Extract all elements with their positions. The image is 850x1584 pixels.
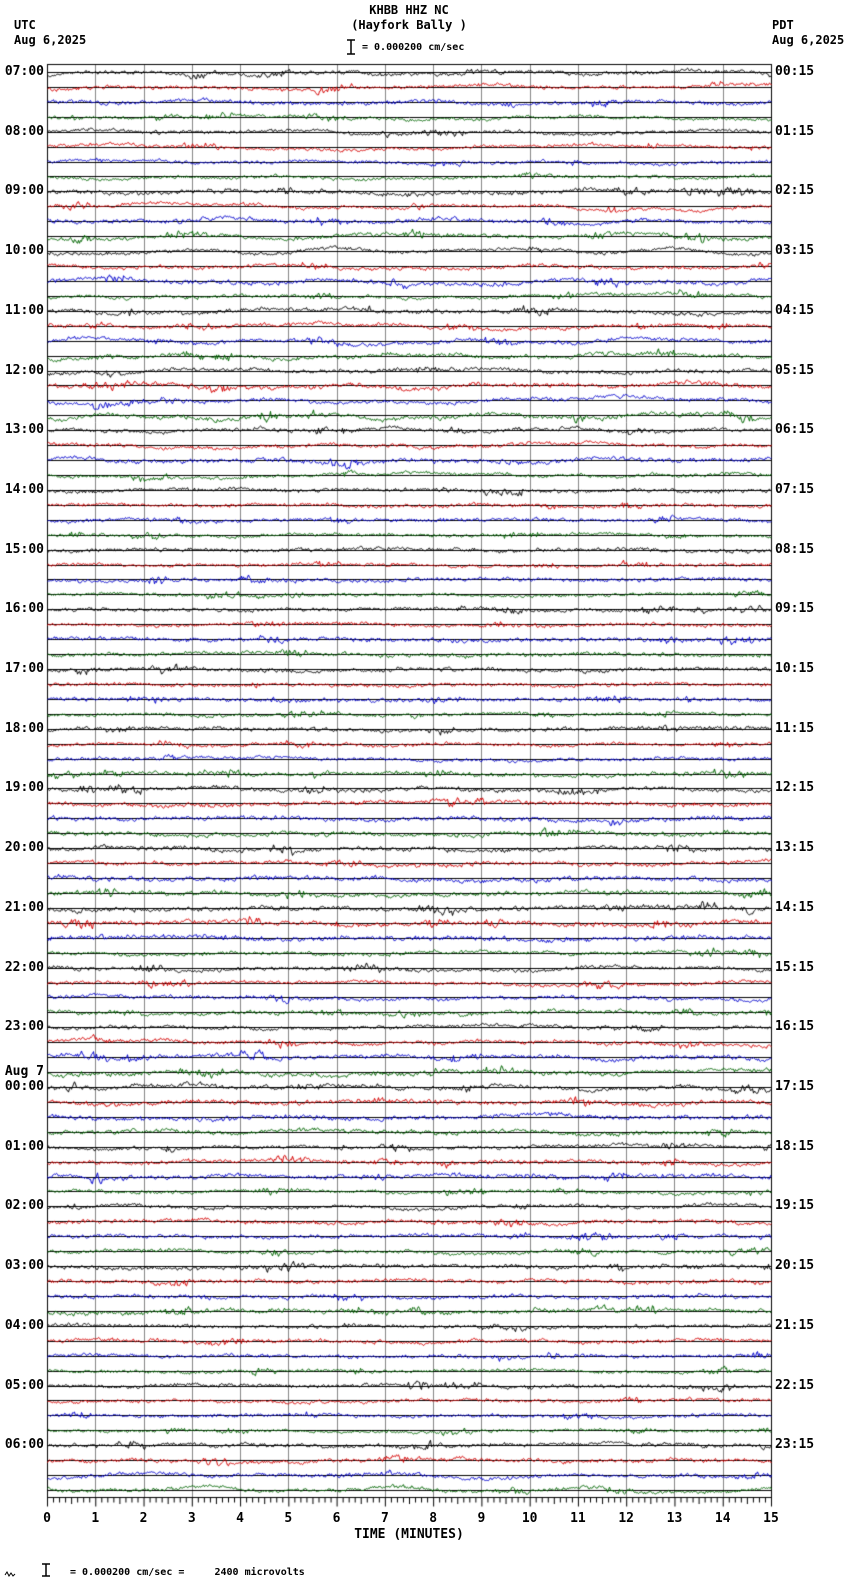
utc-hour-label: 03:00 [4, 1258, 44, 1274]
date-break-label: Aug 7 [4, 1064, 44, 1080]
x-tick-label: 7 [380, 1511, 389, 1526]
footer-ibeam-icon [42, 1563, 50, 1577]
x-tick-label: 10 [521, 1511, 538, 1526]
utc-hour-label: 11:00 [4, 302, 44, 318]
utc-hour-label: 00:00 [4, 1079, 44, 1094]
pdt-hour-label: 23:15 [775, 1437, 815, 1453]
station-subtitle: (Hayfork Bally ) [351, 18, 467, 32]
pdt-hour-label: 04:15 [775, 302, 815, 318]
pdt-hour-label: 13:15 [775, 840, 815, 856]
utc-hour-label: 08:00 [4, 123, 44, 139]
pdt-hour-label: 10:15 [775, 661, 815, 677]
x-tick-label: 3 [187, 1511, 196, 1526]
x-tick-label: 6 [332, 1511, 341, 1526]
utc-hour-label: 14:00 [4, 481, 44, 497]
pdt-hour-label: 19:15 [775, 1198, 815, 1214]
utc-hour-label: 23:00 [4, 1019, 44, 1035]
pdt-hour-label: 00:15 [775, 63, 815, 79]
x-axis-title: TIME (MINUTES) [354, 1527, 464, 1542]
utc-hour-label: 01:00 [4, 1138, 44, 1154]
utc-hour-label: 17:00 [4, 661, 44, 677]
right-date-label: Aug 6,2025 [772, 33, 845, 47]
pdt-hour-label: 03:15 [775, 243, 815, 259]
pdt-hour-label: 17:15 [775, 1079, 815, 1094]
x-tick-label: 14 [714, 1511, 731, 1526]
x-tick-label: 13 [666, 1511, 683, 1526]
footer-scale-text: = 0.000200 cm/sec = 2400 microvolts [70, 1567, 305, 1578]
pdt-hour-label: 08:15 [775, 541, 815, 557]
utc-hour-label: 10:00 [4, 243, 44, 259]
utc-hour-label: 12:00 [4, 362, 44, 378]
pdt-hour-label: 16:15 [775, 1019, 815, 1035]
scale-label: = 0.000200 cm/sec [362, 42, 465, 53]
utc-hour-label: 02:00 [4, 1198, 44, 1214]
utc-hour-label: 18:00 [4, 720, 44, 736]
x-tick-label: 1 [91, 1511, 100, 1526]
x-tick-label: 9 [477, 1511, 486, 1526]
x-tick-label: 5 [284, 1511, 293, 1526]
utc-hour-label: 21:00 [4, 899, 44, 915]
utc-hour-label: 05:00 [4, 1377, 44, 1393]
footer-wiggle-icon [4, 1571, 16, 1577]
utc-hour-label: 16:00 [4, 601, 44, 617]
pdt-hour-label: 09:15 [775, 601, 815, 617]
pdt-hour-label: 20:15 [775, 1258, 815, 1274]
pdt-hour-label: 21:15 [775, 1317, 815, 1333]
pdt-hour-label: 05:15 [775, 362, 815, 378]
scale-ibeam-icon [347, 39, 355, 55]
x-tick-label: 12 [618, 1511, 635, 1526]
pdt-hour-label: 15:15 [775, 959, 815, 975]
utc-hour-label: 15:00 [4, 541, 44, 557]
pdt-hour-label: 02:15 [775, 183, 815, 199]
left-date-label: Aug 6,2025 [14, 33, 87, 47]
left-timezone-label: UTC [14, 18, 36, 32]
pdt-hour-label: 22:15 [775, 1377, 815, 1393]
pdt-hour-label: 12:15 [775, 780, 815, 796]
pdt-hour-label: 14:15 [775, 899, 815, 915]
x-tick-label: 15 [763, 1511, 779, 1526]
utc-hour-label: 09:00 [4, 183, 44, 199]
x-tick-label: 11 [570, 1511, 586, 1526]
utc-hour-label: 06:00 [4, 1437, 44, 1453]
pdt-hour-label: 11:15 [775, 720, 815, 736]
x-tick-label: 4 [236, 1511, 244, 1526]
x-tick-label: 0 [43, 1511, 51, 1526]
station-title: KHBB HHZ NC [369, 3, 449, 17]
pdt-hour-label: 18:15 [775, 1138, 815, 1154]
utc-hour-label: 07:00 [4, 63, 44, 79]
pdt-hour-label: 07:15 [775, 481, 815, 497]
pdt-hour-label: 01:15 [775, 123, 815, 139]
utc-hour-label: 04:00 [4, 1317, 44, 1333]
right-timezone-label: PDT [772, 18, 794, 32]
utc-hour-label: 22:00 [4, 959, 44, 975]
pdt-hour-label: 06:15 [775, 422, 815, 438]
utc-hour-label: 19:00 [4, 780, 44, 796]
x-tick-label: 8 [429, 1511, 438, 1526]
x-tick-label: 2 [139, 1511, 148, 1526]
utc-hour-label: 13:00 [4, 422, 44, 438]
utc-hour-label: 20:00 [4, 840, 44, 856]
